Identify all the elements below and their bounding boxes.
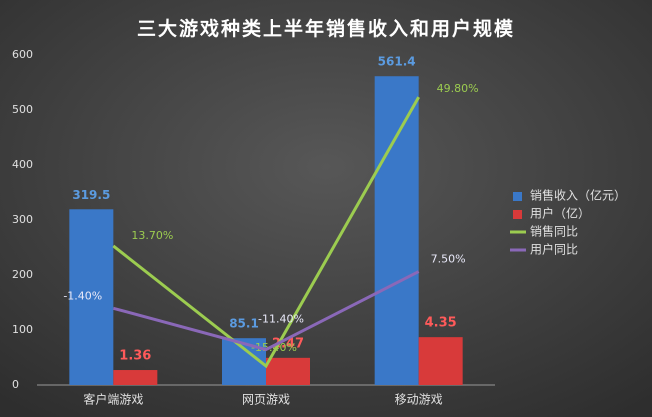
data-label: 85.1 [229,317,259,331]
bar [374,76,419,385]
line [112,96,420,369]
legend-swatch [513,210,522,219]
x-tick-label: 客户端游戏 [83,392,143,407]
data-label: 7.50% [431,253,466,266]
data-label: 13.70% [131,229,173,242]
bar [69,209,114,385]
data-label: 1.36 [119,349,151,364]
line [112,270,420,352]
bar [113,370,158,385]
bar [266,357,310,385]
bar [418,337,463,385]
y-tick-label: 100 [12,323,33,336]
data-label: 4.35 [425,316,457,331]
legend-label: 用户同比 [530,242,578,257]
y-tick-label: 400 [12,158,33,171]
y-tick-label: 0 [12,378,19,391]
data-label: -15.40% [251,341,297,354]
y-tick-label: 300 [12,213,33,226]
chart-title: 三大游戏种类上半年销售收入和用户规模 [137,17,515,40]
legend-label: 用户（亿） [530,206,590,221]
data-label: 319.5 [72,188,110,202]
x-tick-label: 网页游戏 [242,393,290,407]
legend-label: 销售收入（亿元） [530,188,626,203]
legend-label: 销售同比 [530,224,578,239]
y-tick-label: 600 [12,48,33,61]
data-label: 561.4 [378,55,416,69]
data-label: -1.40% [63,289,102,302]
data-label: 49.80% [437,82,479,95]
y-tick-label: 500 [12,103,33,116]
x-tick-label: 移动游戏 [395,393,443,407]
y-tick-label: 200 [12,268,33,281]
data-label: -11.40% [258,313,304,326]
legend-swatch [513,192,522,201]
